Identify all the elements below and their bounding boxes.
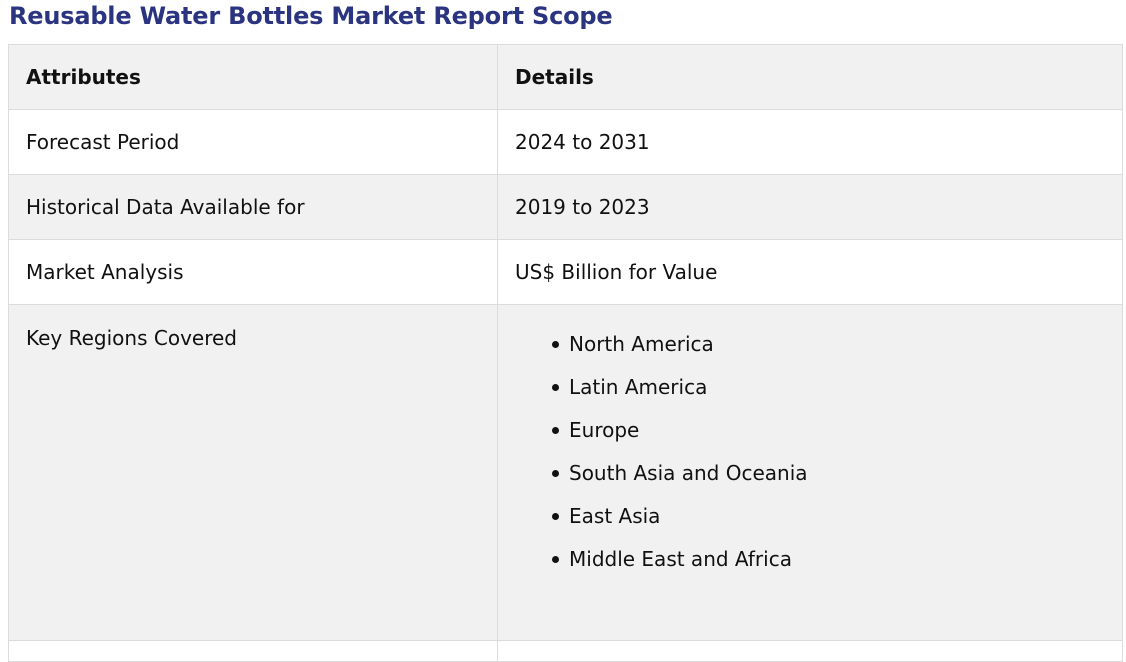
region-item: North America [552, 323, 1105, 366]
detail-cell: US$ Billion for Value [497, 239, 1123, 305]
attribute-cell: Market Analysis [8, 239, 498, 305]
region-label: South Asia and Oceania [569, 461, 808, 485]
table-header-row: Attributes Details [8, 44, 1123, 110]
region-label: Latin America [569, 375, 708, 399]
bullet-icon [552, 341, 559, 348]
attribute-cell [8, 640, 498, 662]
region-label: East Asia [569, 504, 661, 528]
bullet-icon [552, 513, 559, 520]
detail-cell: 2024 to 2031 [497, 109, 1123, 175]
bullet-icon [552, 470, 559, 477]
region-item: Europe [552, 409, 1105, 452]
attribute-cell: Forecast Period [8, 109, 498, 175]
region-item: Latin America [552, 366, 1105, 409]
detail-cell: 2019 to 2023 [497, 174, 1123, 240]
region-item: South Asia and Oceania [552, 452, 1105, 495]
table-row: Market Analysis US$ Billion for Value [8, 239, 1123, 305]
attribute-cell: Historical Data Available for [8, 174, 498, 240]
table-row: Forecast Period 2024 to 2031 [8, 109, 1123, 175]
header-details: Details [497, 44, 1123, 110]
region-list: North America Latin America Europe South… [515, 323, 1105, 581]
region-label: North America [569, 332, 714, 356]
table-row: Historical Data Available for 2019 to 20… [8, 174, 1123, 240]
table-row-partial [8, 640, 1123, 662]
region-item: East Asia [552, 495, 1105, 538]
bullet-icon [552, 556, 559, 563]
header-attributes: Attributes [8, 44, 498, 110]
detail-cell-regions: North America Latin America Europe South… [497, 304, 1123, 641]
page-title: Reusable Water Bottles Market Report Sco… [9, 2, 613, 30]
attribute-cell: Key Regions Covered [8, 304, 498, 641]
region-label: Europe [569, 418, 640, 442]
table-row-regions: Key Regions Covered North America Latin … [8, 304, 1123, 641]
bullet-icon [552, 384, 559, 391]
region-item: Middle East and Africa [552, 538, 1105, 581]
detail-cell [497, 640, 1123, 662]
region-label: Middle East and Africa [569, 547, 792, 571]
bullet-icon [552, 427, 559, 434]
report-scope-table: Attributes Details Forecast Period 2024 … [8, 44, 1123, 662]
